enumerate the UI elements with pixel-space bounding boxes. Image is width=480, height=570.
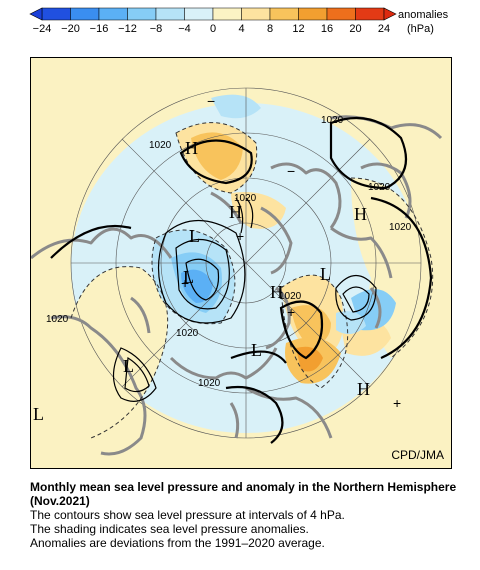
graticule [70,87,422,439]
colorbar-cell [241,7,271,21]
high-label: H [229,202,242,222]
low-label: L [189,226,200,246]
caption-line-contours: The contours show sea level pressure at … [30,508,345,522]
pressure-centers: H H H H H L L L L L L + + + + − − [33,93,401,424]
high-label: H [354,204,367,224]
isobars [50,116,433,444]
colorbar-cell [298,7,328,21]
colorbar-cell [269,7,299,21]
colorbar-left-arrow [29,7,43,21]
isobar-label: 1020 [279,291,302,302]
low-label: L [320,264,331,284]
colorbar-tick-label: 4 [238,23,245,35]
zero-anomaly-contours [70,122,434,439]
colorbar-unit-hpa: (hPa) [407,23,434,35]
minus-mark: − [287,163,295,179]
colorbar-tick-label: −4 [178,23,191,35]
isobar-label: 1020 [176,328,199,339]
colorbar-tick-label: 12 [292,23,305,35]
colorbar-cell [326,7,356,21]
plus-mark: + [393,395,401,411]
low-label: L [33,404,44,424]
plus-mark: + [287,304,295,320]
low-label: L [123,356,134,376]
plus-mark: + [236,228,244,244]
caption-title: Monthly mean sea level pressure and anom… [30,480,457,508]
plus-mark: + [181,275,189,291]
colorbar-cell [41,7,71,21]
colorbar-cell [184,7,214,21]
sea-level-pressure-map: 1020 1020 1020 1020 1020 1020 1020 1020 … [31,87,443,456]
isobar-label: 1020 [149,140,172,151]
colorbar-tick-label: −24 [32,23,52,35]
isobar-label: 1020 [198,378,221,389]
isobar-label: 1020 [368,182,391,193]
colorbar-tick-label: 0 [209,23,217,35]
caption-line-shading: The shading indicates sea level pressure… [30,522,309,536]
colorbar-cell [127,7,157,21]
isobar-label: 1020 [321,115,344,126]
colorbar-tick-label: 16 [320,23,334,35]
isobar-label: 1020 [46,314,69,325]
caption: Monthly mean sea level pressure and anom… [30,480,470,550]
colorbar-tick-label: 8 [266,23,274,35]
colorbar-cell [98,7,128,21]
colorbar-tick-label: 20 [349,23,362,35]
high-label: H [270,282,283,302]
colorbar-cell [355,7,385,21]
colorbar-tick-label: −20 [61,23,80,35]
colorbar-right-arrow [383,7,397,21]
colorbar-cell [155,7,185,21]
minus-mark: − [207,93,215,109]
coastlines [31,115,443,456]
colorbar-cell [212,7,242,21]
high-label: H [357,379,370,399]
colorbar-bar [29,7,397,21]
colorbar: −24 −20 −16 −12 −8 −4 0 4 8 12 16 20 24 anomalies (h… [0,0,480,56]
map-credit: CPD/JMA [391,448,444,462]
caption-line-anomalies: Anomalies are deviations from the 1991–2… [30,536,325,550]
isobar-label: 1020 [389,222,412,233]
isobar-labels: 1020 1020 1020 1020 1020 1020 1020 1020 … [46,115,412,389]
low-label: L [251,340,262,360]
high-label: H [185,138,198,158]
map-panel: 1020 1020 1020 1020 1020 1020 1020 1020 … [30,57,452,469]
colorbar-tick-label: −16 [89,23,109,35]
colorbar-tick-label: 24 [377,23,391,35]
colorbar-unit-label: anomalies [398,9,449,21]
isobar-label: 1020 [234,193,257,204]
colorbar-tick-label: −12 [118,23,137,35]
colorbar-cell [70,7,100,21]
low-label: L [183,267,194,287]
colorbar-tick-label: −8 [149,23,163,35]
